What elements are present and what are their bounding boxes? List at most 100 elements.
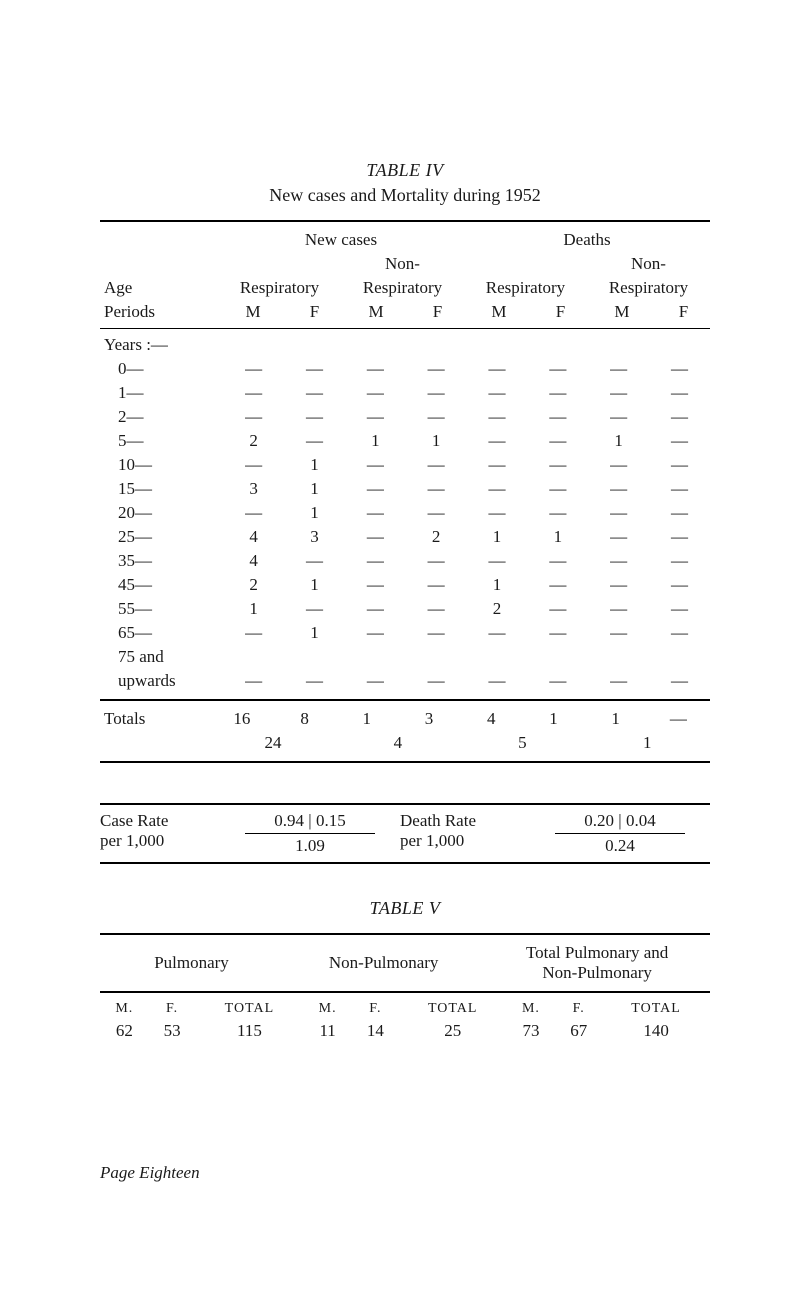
case-rate-l2: per 1,000 [100,831,164,850]
tot-c6: 1 [585,707,647,731]
cell: — [467,477,528,501]
sum-3: 1 [585,731,710,755]
tot-c2: 1 [336,707,398,731]
cell: — [588,477,649,501]
cell: — [223,453,284,477]
cell: — [223,621,284,645]
header-row-3: Age Respiratory Respiratory Respiratory … [100,276,710,300]
cell: — [345,669,406,693]
rule [100,991,710,993]
cell: — [649,501,710,525]
row-label: 75 and [100,645,223,669]
cell: — [527,501,588,525]
case-rate-block: Case Rate per 1,000 0.94 | 0.15 1.09 Dea… [100,811,710,856]
t5-pt: 115 [196,1019,304,1043]
table-row: 35—4——————— [100,549,710,573]
cell: 4 [223,549,284,573]
hdr-periods: Periods [100,300,218,324]
cell: 2 [406,525,467,549]
totals-label: Totals [100,707,210,731]
cell: — [649,669,710,693]
table5-label: TABLE V [100,898,710,919]
death-rate-l1: Death Rate [400,811,476,830]
cell [649,645,710,669]
t5-data-row: 62 53 115 11 14 25 73 67 140 [100,1019,710,1043]
table-row: 65——1—————— [100,621,710,645]
cell: — [223,405,284,429]
sum-2: 5 [460,731,584,755]
rule [100,933,710,935]
table-row: 1————————— [100,381,710,405]
hdr-age: Age [100,276,218,300]
cell: — [467,381,528,405]
hdr-non-2: Non- [587,252,710,276]
table4-title-block: TABLE IV New cases and Mortality during … [100,160,710,206]
header-row-2: Non- Non- [100,252,710,276]
cell: 2 [223,573,284,597]
cell: — [406,357,467,381]
row-label: 55— [100,597,223,621]
years-row: Years :— [100,333,710,357]
cell: — [527,453,588,477]
hdr-m-3: M [464,300,534,324]
cell: — [527,549,588,573]
cell: — [223,357,284,381]
rule [100,220,710,222]
table-row: 75 and [100,645,710,669]
cell: — [649,549,710,573]
cell: 3 [284,525,345,549]
cell: — [588,525,649,549]
rule [100,803,710,805]
table-row: 45—21——1——— [100,573,710,597]
tot-c0: 16 [210,707,273,731]
cell: — [649,621,710,645]
cell [588,645,649,669]
table-row: 10——1—————— [100,453,710,477]
t5-sub-row: M. F. TOTAL M. F. TOTAL M. F. TOTAL [100,999,710,1019]
hdr-resp-3: Respiratory [464,276,587,300]
cell [406,645,467,669]
cell: — [527,573,588,597]
hdr-non-1: Non- [341,252,464,276]
cell: — [649,405,710,429]
t5-s-nt: TOTAL [399,999,507,1019]
case-rate-right-frac: 0.20 | 0.04 0.24 [530,811,710,856]
row-label: 65— [100,621,223,645]
cell: — [406,573,467,597]
cell: — [223,501,284,525]
t5-s-pm: M. [100,999,149,1019]
row-label: 0— [100,357,223,381]
rule [100,699,710,701]
row-label: 10— [100,453,223,477]
cell: — [284,669,345,693]
t5-tf: 67 [555,1019,602,1043]
cell: — [284,429,345,453]
table-row: 25—43—211—— [100,525,710,549]
table-row: 0————————— [100,357,710,381]
cell: — [284,381,345,405]
cell: 3 [223,477,284,501]
table4-caption: New cases and Mortality during 1952 [100,185,710,206]
hdr-new-cases: New cases [218,228,464,252]
cell: — [467,357,528,381]
cell: 1 [284,621,345,645]
header-row-1: New cases Deaths [100,228,710,252]
case-rate-right-bot: 0.24 [530,834,710,856]
row-label: upwards [100,669,223,693]
cell: — [588,501,649,525]
table5-headers: Pulmonary Non-Pulmonary Total Pulmonary … [100,941,710,985]
t5-s-tm: M. [507,999,556,1019]
cell: — [588,405,649,429]
cell: — [284,357,345,381]
table4-body: Years :— 0—————————1—————————2—————————5… [100,333,710,693]
case-rate-l1: Case Rate [100,811,168,830]
cell: 2 [467,597,528,621]
cell: — [284,405,345,429]
cell: — [527,621,588,645]
cell: — [406,501,467,525]
hdr-m-2: M [341,300,411,324]
cell: — [345,597,406,621]
cell: — [588,453,649,477]
cell: — [223,669,284,693]
cell: — [588,597,649,621]
